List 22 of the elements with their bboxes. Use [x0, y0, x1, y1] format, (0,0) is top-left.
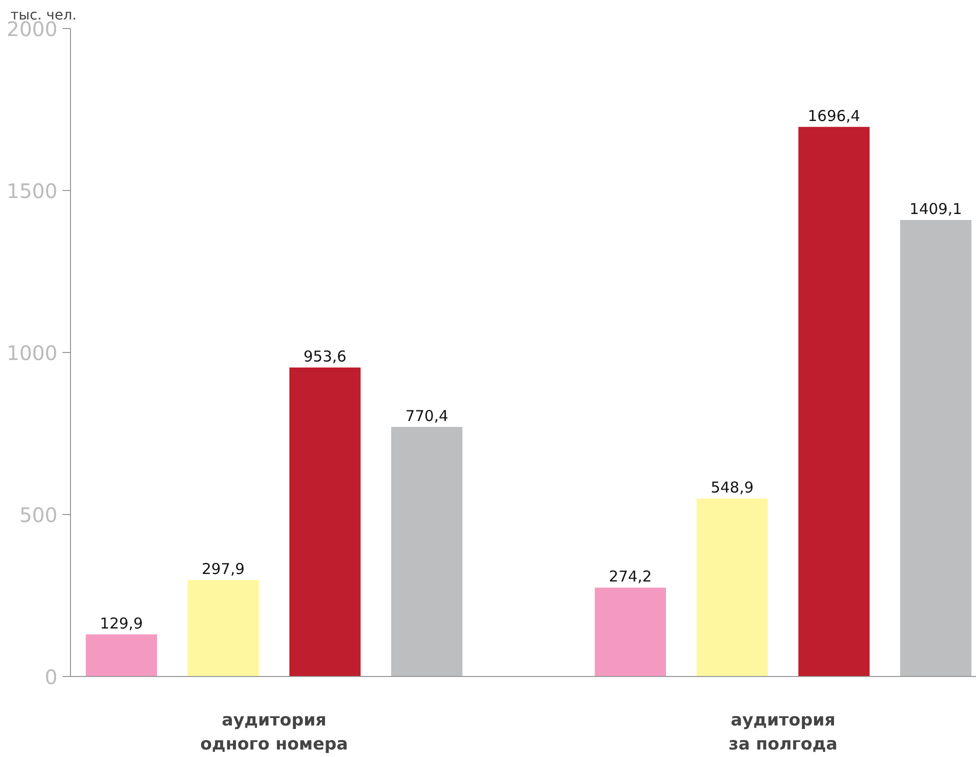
bar: [86, 634, 158, 676]
data-label: 129,9: [100, 614, 143, 632]
bar: [696, 498, 768, 676]
y-tick-label: 1500: [6, 179, 58, 203]
y-tick-label: 1000: [6, 341, 58, 365]
y-tick-label: 500: [19, 503, 58, 527]
bar: [900, 220, 972, 676]
data-label: 953,6: [304, 348, 346, 366]
bar: [188, 580, 259, 676]
y-tick-label: 0: [44, 665, 58, 689]
data-label: 1696,4: [808, 106, 860, 125]
data-label: 1409,1: [910, 200, 962, 218]
x-tick-label: аудитория одного номера: [200, 710, 348, 754]
bar: [798, 126, 870, 676]
bar: [289, 368, 361, 676]
bar: [594, 588, 666, 676]
data-label: 297,9: [202, 560, 245, 578]
x-tick-label: аудитория за полгода: [728, 710, 838, 754]
bar: [391, 426, 462, 676]
data-label: 770,4: [405, 406, 448, 425]
data-label: 548,9: [710, 478, 754, 497]
data-label: 274,2: [608, 568, 652, 586]
